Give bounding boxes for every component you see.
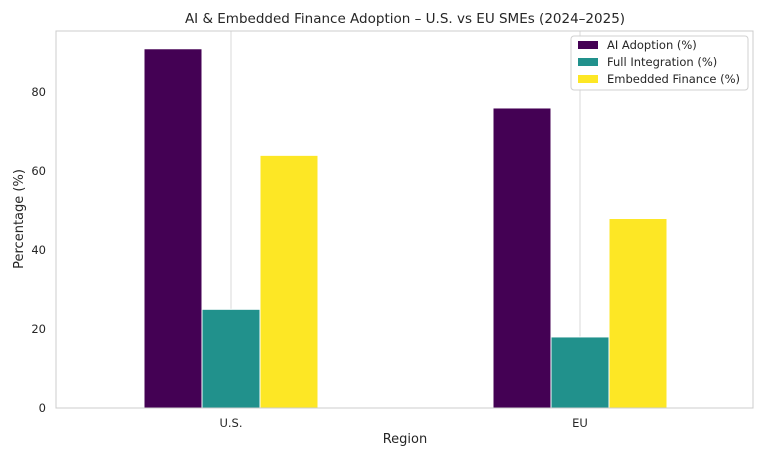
y-axis: 0 20 40 60 80 [31, 85, 46, 415]
legend-swatch-1 [578, 41, 598, 49]
bars [143, 48, 668, 409]
bar-2-2 [550, 336, 610, 409]
bar-2-1 [201, 308, 261, 409]
legend-swatch-3 [578, 75, 598, 83]
bar-1-1 [143, 48, 203, 409]
legend-label-2: Full Integration (%) [607, 55, 717, 69]
legend-box [570, 35, 749, 91]
chart-title: AI & Embedded Finance Adoption – U.S. vs… [185, 11, 625, 27]
y-tick-label: 20 [31, 322, 46, 336]
legend-label-3: Embedded Finance (%) [607, 72, 740, 86]
bar-1-2 [492, 107, 552, 409]
y-axis-label: Percentage (%) [12, 169, 27, 269]
bar-3-1 [259, 154, 319, 409]
x-tick-label: U.S. [219, 416, 242, 430]
y-tick-label: 0 [39, 401, 46, 415]
x-axis: U.S. EU [219, 416, 587, 430]
legend: AI Adoption (%) Full Integration (%) Embed… [570, 35, 749, 91]
legend-swatch-2 [578, 58, 598, 66]
bar-3-2 [608, 218, 668, 409]
y-tick-label: 40 [31, 243, 46, 257]
legend-label-1: AI Adoption (%) [607, 38, 697, 52]
x-axis-label: Region [383, 432, 428, 447]
y-tick-label: 80 [31, 85, 46, 99]
plot-frame [55, 30, 754, 409]
y-tick-label: 60 [31, 164, 46, 178]
x-tick-label: EU [572, 416, 588, 430]
